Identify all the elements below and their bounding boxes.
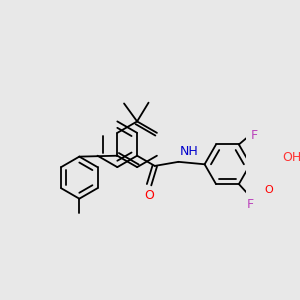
Text: OH: OH	[282, 151, 300, 164]
Text: F: F	[247, 198, 254, 211]
Text: O: O	[144, 189, 154, 202]
Text: O: O	[264, 185, 273, 195]
Text: NH: NH	[179, 145, 198, 158]
Text: F: F	[251, 129, 258, 142]
